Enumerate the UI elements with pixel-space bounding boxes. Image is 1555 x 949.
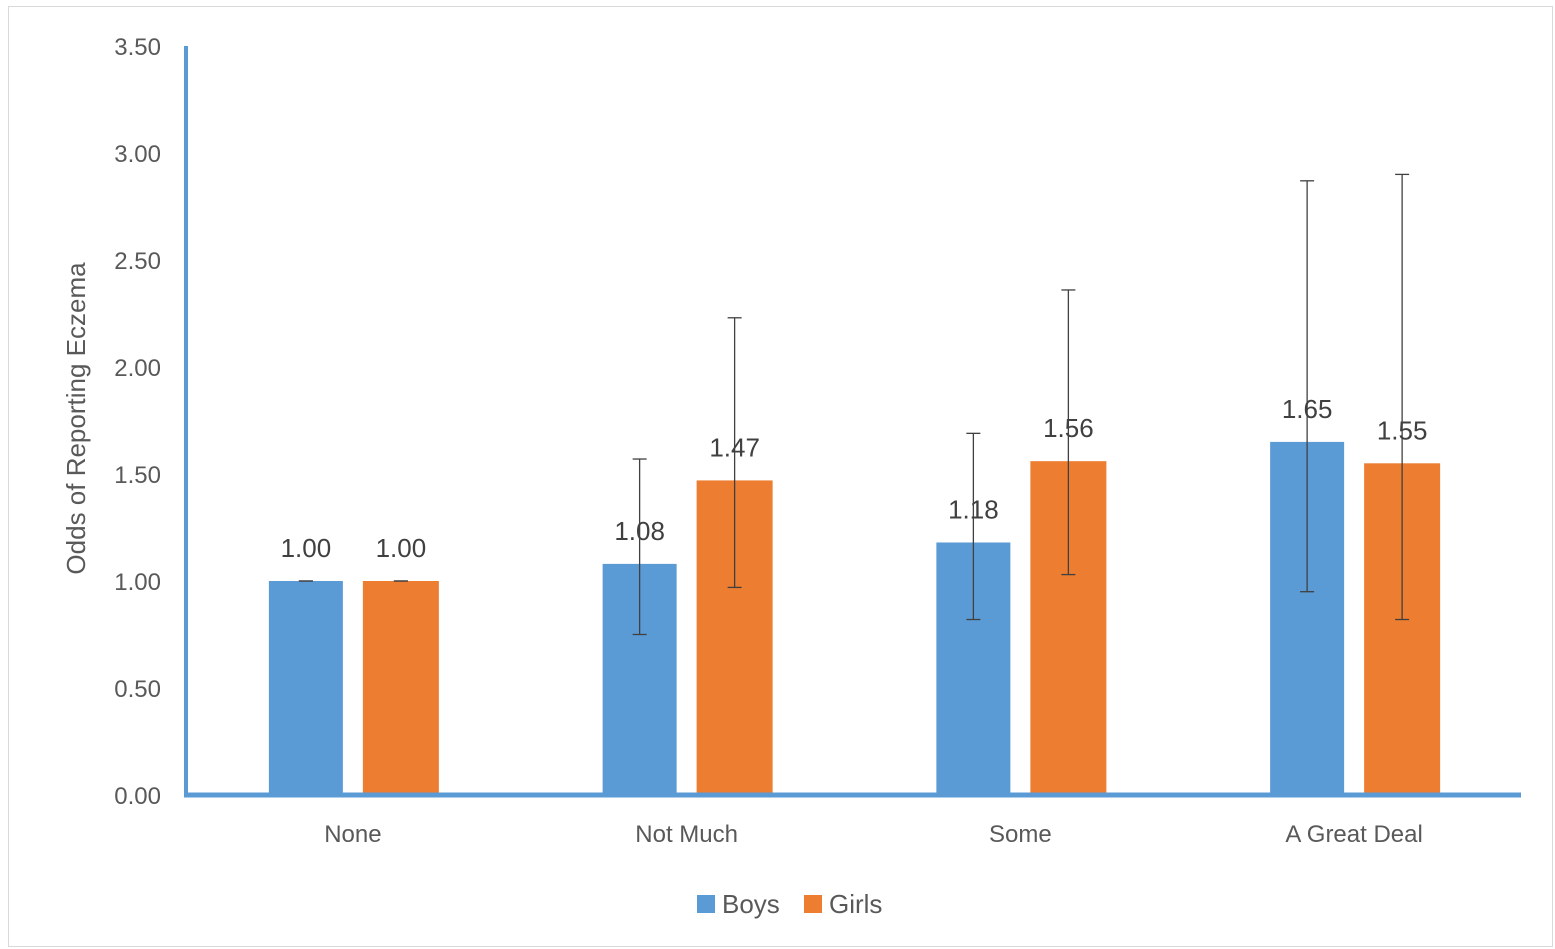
legend-label-boys: Boys (722, 889, 780, 919)
y-tick-label: 1.00 (114, 569, 161, 596)
legend-swatch-girls (804, 895, 822, 913)
data-label: 1.00 (281, 533, 332, 563)
x-tick-label: Not Much (635, 821, 738, 848)
data-label: 1.08 (614, 516, 665, 546)
y-tick-label: 3.00 (114, 141, 161, 168)
x-tick-label: A Great Deal (1285, 821, 1422, 848)
legend-label-girls: Girls (829, 889, 882, 919)
y-axis-title: Odds of Reporting Eczema (61, 262, 91, 575)
legend-swatch-boys (697, 895, 715, 913)
data-label: 1.65 (1282, 394, 1333, 424)
x-tick-label: Some (989, 821, 1052, 848)
x-tick-label: None (324, 821, 381, 848)
y-tick-label: 2.50 (114, 248, 161, 275)
y-tick-label: 2.00 (114, 355, 161, 382)
data-label: 1.18 (948, 494, 999, 524)
y-tick-label: 3.50 (114, 34, 161, 61)
bar-boys (268, 581, 343, 795)
bar-girls (362, 581, 439, 795)
data-label: 1.55 (1377, 415, 1428, 445)
y-tick-label: 0.50 (114, 676, 161, 703)
data-label: 1.47 (709, 432, 760, 462)
y-tick-label: 1.50 (114, 462, 161, 489)
y-tick-label: 0.00 (114, 783, 161, 810)
data-label: 1.56 (1043, 413, 1094, 443)
data-label: 1.00 (376, 533, 427, 563)
